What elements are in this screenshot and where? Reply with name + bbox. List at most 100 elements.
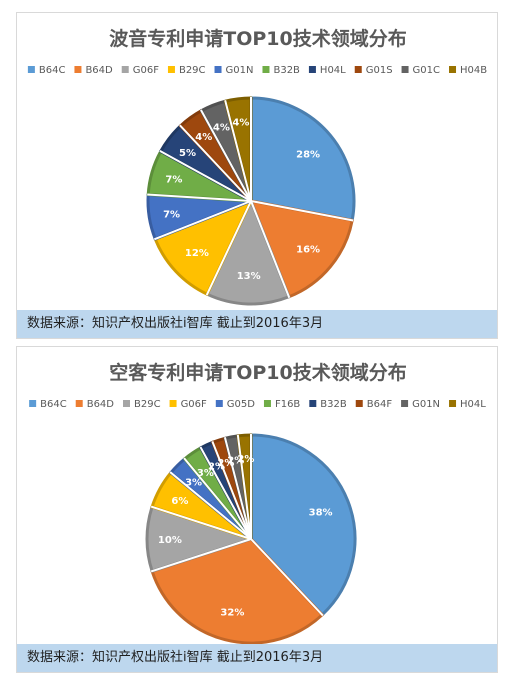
slice-separator <box>224 100 252 202</box>
pie-slice-b64c <box>249 433 357 617</box>
data-source-note: 数据来源：知识产权出版社i智库 截止到2016年3月 <box>17 310 497 338</box>
legend-label: B29C <box>134 399 161 410</box>
data-label-b32b: 7% <box>165 175 182 186</box>
data-label-g05d: 3% <box>185 478 202 489</box>
slice-separator <box>199 446 252 540</box>
legend-item-g06f: G06F <box>169 399 207 410</box>
data-label-g01n: 7% <box>163 210 180 221</box>
data-label-b64d: 32% <box>220 608 244 619</box>
legend-label: B64D <box>85 65 113 76</box>
legend-swatch <box>169 400 177 407</box>
legend-swatch <box>122 400 130 407</box>
legend-swatch <box>308 66 316 73</box>
legend-label: G01S <box>366 65 393 76</box>
pie-slice-b29c <box>153 199 253 296</box>
legend-swatch <box>262 66 270 73</box>
data-label-b64c: 38% <box>309 507 333 518</box>
pie-slice-g06f <box>205 199 291 306</box>
legend-swatch <box>449 66 457 73</box>
legend-swatch <box>401 400 409 407</box>
legend-label: G06F <box>181 399 207 410</box>
slice-separator <box>150 505 252 540</box>
data-label-b64d: 16% <box>296 244 320 255</box>
slice-separator <box>211 441 252 540</box>
legend-swatch <box>215 400 223 407</box>
data-label-b29c: 10% <box>158 535 182 546</box>
data-source-note: 数据来源：知识产权出版社i智库 截止到2016年3月 <box>17 644 497 672</box>
legend-item-b64c: B64C <box>29 399 67 410</box>
data-label-h04l: 2% <box>237 454 254 465</box>
slice-separator <box>183 457 252 540</box>
legend-item-b29c: B29C <box>167 65 206 76</box>
slice-separator <box>223 437 252 540</box>
legend-swatch <box>121 66 129 73</box>
slice-separator <box>150 538 252 573</box>
legend-item-g01s: G01S <box>354 65 393 76</box>
legend-label: H04L <box>460 399 486 410</box>
legend-swatch <box>449 400 457 407</box>
data-label-b64f: 2% <box>217 458 234 469</box>
pie-slice-b64c <box>249 96 356 222</box>
pie-chart-boeing: 波音专利申请TOP10技术领域分布 B64C B64D G06F B29C G01N B32… <box>27 27 487 306</box>
legend-swatch <box>354 66 362 73</box>
legend-swatch <box>263 400 271 407</box>
legend-item-h04l: H04L <box>449 399 486 410</box>
legend-label: G01C <box>413 65 440 76</box>
slice-separator <box>200 109 252 202</box>
legend-label: B29C <box>179 65 206 76</box>
legend-label: B64C <box>39 65 66 76</box>
legend-swatch <box>167 66 175 73</box>
chart-title: 空客专利申请TOP10技术领域分布 <box>109 361 406 384</box>
legend-swatch <box>29 400 37 407</box>
data-label-g06f: 6% <box>171 496 188 507</box>
legend-swatch <box>309 400 317 407</box>
slice-separator <box>159 150 252 202</box>
legend-item-f16b: F16B <box>263 399 300 410</box>
legend-item-g01n: G01N <box>214 65 254 76</box>
legend-swatch <box>214 66 222 73</box>
legend-label: H04L <box>320 65 346 76</box>
legend-label: G01N <box>412 399 440 410</box>
legend-swatch <box>75 400 83 407</box>
legend-swatch <box>401 66 409 73</box>
slice-separator <box>250 538 324 617</box>
legend-item-b32b: B32B <box>262 65 300 76</box>
slice-separator <box>236 434 252 540</box>
legend-label: B32B <box>320 399 347 410</box>
pie-chart-airbus: 空客专利申请TOP10技术领域分布 B64C B64D B29C G06F G05D F16… <box>29 361 486 645</box>
slice-separator <box>153 200 252 241</box>
data-label-f16b: 3% <box>197 468 214 479</box>
data-label-b29c: 12% <box>185 248 209 259</box>
legend-swatch <box>355 400 363 407</box>
legend-label: G06F <box>133 65 159 76</box>
slice-separator <box>179 124 252 202</box>
legend-item-b64d: B64D <box>74 65 113 76</box>
legend-item-b32b: B32B <box>309 399 347 410</box>
legend-item-g01n: G01N <box>401 399 440 410</box>
legend-label: G01N <box>226 65 254 76</box>
legend-item-g01c: G01C <box>401 65 440 76</box>
legend-label: G05D <box>227 399 255 410</box>
slice-separator <box>250 200 354 222</box>
pie-slice-b64d <box>249 199 354 299</box>
chart-panel-boeing: 波音专利申请TOP10技术领域分布 B64C B64D G06F B29C G01N B32… <box>16 12 498 339</box>
legend-label: F16B <box>275 399 300 410</box>
legend-item-h04b: H04B <box>449 65 487 76</box>
legend-item-h04l: H04L <box>308 65 346 76</box>
data-label-g06f: 13% <box>237 271 261 282</box>
legend-label: H04B <box>460 65 487 76</box>
slice-separator <box>147 193 252 202</box>
legend-label: B64D <box>87 399 115 410</box>
legend-item-b64d: B64D <box>75 399 115 410</box>
legend-label: B64F <box>367 399 393 410</box>
legend-item-g06f: G06F <box>121 65 159 76</box>
legend-label: B32B <box>273 65 300 76</box>
pie-slice-b64d <box>150 537 324 645</box>
legend-swatch <box>27 66 35 73</box>
data-label-h04l: 5% <box>179 148 196 159</box>
legend-swatch <box>74 66 82 73</box>
data-label-h04b: 4% <box>232 117 249 128</box>
legend-item-b29c: B29C <box>122 399 161 410</box>
slice-separator <box>169 471 252 540</box>
data-label-b64c: 28% <box>296 150 320 161</box>
